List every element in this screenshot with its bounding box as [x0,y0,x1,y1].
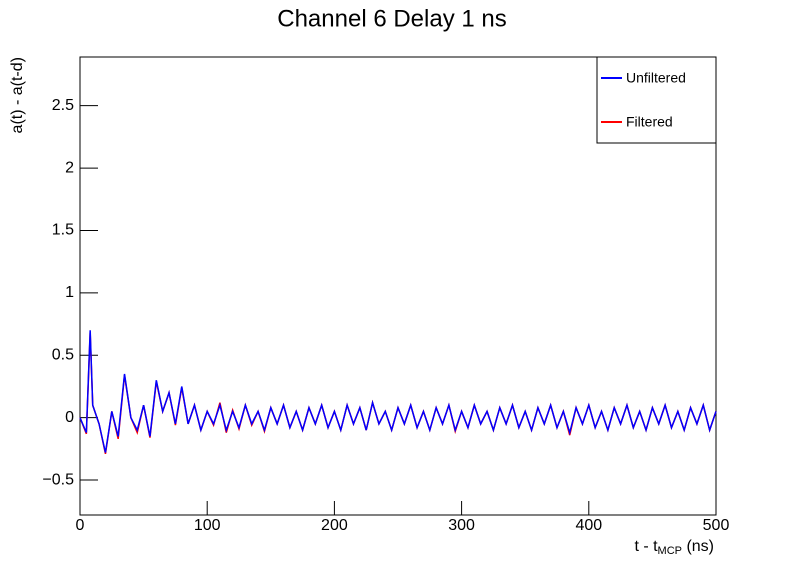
y-tick-label: 2.5 [52,97,74,114]
x-tick-label: 100 [194,517,221,534]
x-label-main: t - t [634,538,658,555]
x-label-unit: (ns) [682,538,714,555]
legend-label: Unfiltered [626,70,686,86]
legend-label: Filtered [626,114,673,130]
x-tick-label: 0 [76,517,85,534]
y-tick-label: 1.5 [52,222,74,239]
chart-title: Channel 6 Delay 1 ns [277,5,506,32]
x-tick-label: 300 [448,517,475,534]
series-line [79,330,717,453]
x-tick-label: 200 [321,517,348,534]
y-axis-label: a(t) - a(t-d) [9,57,26,133]
plot-frame [79,56,717,516]
y-tick-label: 0.5 [52,346,74,363]
x-tick-label: 400 [575,517,602,534]
legend-box [596,56,717,144]
x-axis-label: t - tMCP (ns) [634,538,714,557]
x-label-sub: MCP [658,545,682,557]
x-tick-label: 500 [703,517,730,534]
y-tick-label: 2 [65,159,74,176]
y-tick-label: −0.5 [42,471,74,488]
y-tick-label: 0 [65,409,74,426]
y-tick-label: 1 [65,284,74,301]
